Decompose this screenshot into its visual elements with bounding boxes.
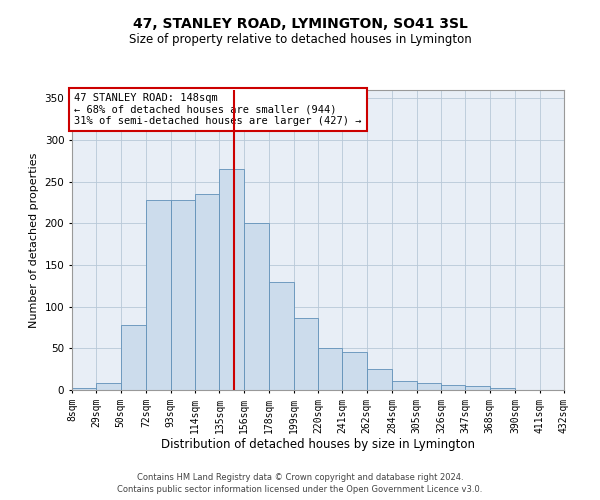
Bar [367, 369, 392, 390]
Bar [343, 352, 367, 390]
Text: Size of property relative to detached houses in Lymington: Size of property relative to detached ho… [128, 32, 472, 46]
Bar [121, 325, 146, 390]
Bar [97, 384, 121, 390]
Y-axis label: Number of detached properties: Number of detached properties [29, 152, 39, 328]
Bar [220, 169, 244, 390]
Bar [170, 200, 195, 390]
Bar [293, 318, 318, 390]
Bar [466, 386, 490, 390]
Bar [244, 224, 269, 390]
X-axis label: Distribution of detached houses by size in Lymington: Distribution of detached houses by size … [161, 438, 475, 452]
Bar [72, 388, 97, 390]
Text: Contains HM Land Registry data © Crown copyright and database right 2024.: Contains HM Land Registry data © Crown c… [137, 472, 463, 482]
Text: 47 STANLEY ROAD: 148sqm
← 68% of detached houses are smaller (944)
31% of semi-d: 47 STANLEY ROAD: 148sqm ← 68% of detache… [74, 93, 362, 126]
Bar [146, 200, 170, 390]
Bar [195, 194, 220, 390]
Bar [490, 388, 515, 390]
Text: 47, STANLEY ROAD, LYMINGTON, SO41 3SL: 47, STANLEY ROAD, LYMINGTON, SO41 3SL [133, 18, 467, 32]
Bar [318, 348, 343, 390]
Bar [392, 381, 416, 390]
Bar [416, 384, 441, 390]
Bar [441, 385, 466, 390]
Text: Contains public sector information licensed under the Open Government Licence v3: Contains public sector information licen… [118, 485, 482, 494]
Bar [269, 282, 293, 390]
